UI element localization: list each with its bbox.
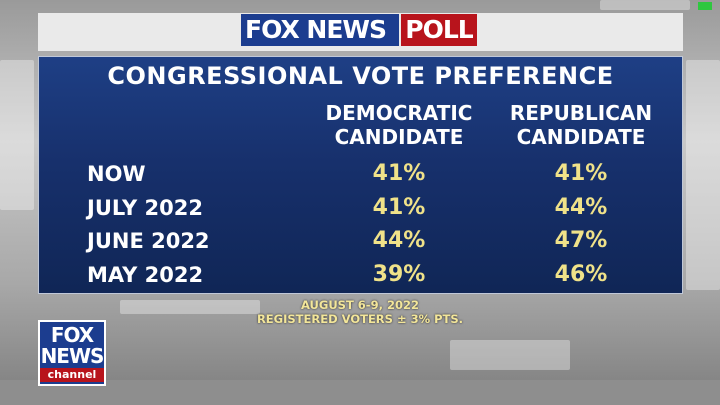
column-header-line: CANDIDATE <box>516 125 646 149</box>
democratic-value: 41% <box>372 161 426 186</box>
poll-footnote: AUGUST 6-9, 2022 REGISTERED VOTERS ± 3% … <box>0 298 720 326</box>
fox-news-logo: FOX NEWS <box>241 14 399 46</box>
poll-dates: AUGUST 6-9, 2022 <box>301 298 419 312</box>
table-row: JULY 2022 41% 44% <box>39 192 684 224</box>
channel-logo-line: FOX <box>50 323 94 347</box>
column-header-line: CANDIDATE <box>334 125 464 149</box>
column-header-line: DEMOCRATIC <box>325 101 473 125</box>
poll-tag: POLL <box>401 14 477 46</box>
republican-value: 44% <box>554 195 608 220</box>
republican-value: 47% <box>554 228 608 253</box>
column-header-line: REPUBLICAN <box>509 101 653 125</box>
bottom-band <box>0 380 720 405</box>
fox-news-channel-logo: FOX NEWS channel <box>38 320 106 386</box>
row-label: MAY 2022 <box>87 263 204 287</box>
channel-logo-line: channel <box>40 368 104 382</box>
row-label: JULY 2022 <box>87 196 203 220</box>
democratic-value: 39% <box>372 262 426 287</box>
channel-logo-line: NEWS <box>40 344 105 368</box>
democratic-value: 41% <box>372 195 426 220</box>
corner-indicator <box>698 2 712 10</box>
republican-value: 41% <box>554 161 608 186</box>
column-header-democratic: DEMOCRATIC CANDIDATE <box>304 101 494 149</box>
row-label: JUNE 2022 <box>87 229 210 253</box>
table-row: MAY 2022 39% 46% <box>39 259 684 291</box>
poll-panel: CONGRESSIONAL VOTE PREFERENCE DEMOCRATIC… <box>38 56 683 294</box>
panel-title: CONGRESSIONAL VOTE PREFERENCE <box>107 62 614 90</box>
table-row: JUNE 2022 44% 47% <box>39 225 684 257</box>
poll-sample: REGISTERED VOTERS ± 3% PTS. <box>256 312 464 326</box>
row-label: NOW <box>87 162 146 186</box>
republican-value: 46% <box>554 262 608 287</box>
column-header-republican: REPUBLICAN CANDIDATE <box>486 101 676 149</box>
table-row: NOW 41% 41% <box>39 158 684 190</box>
democratic-value: 44% <box>372 228 426 253</box>
